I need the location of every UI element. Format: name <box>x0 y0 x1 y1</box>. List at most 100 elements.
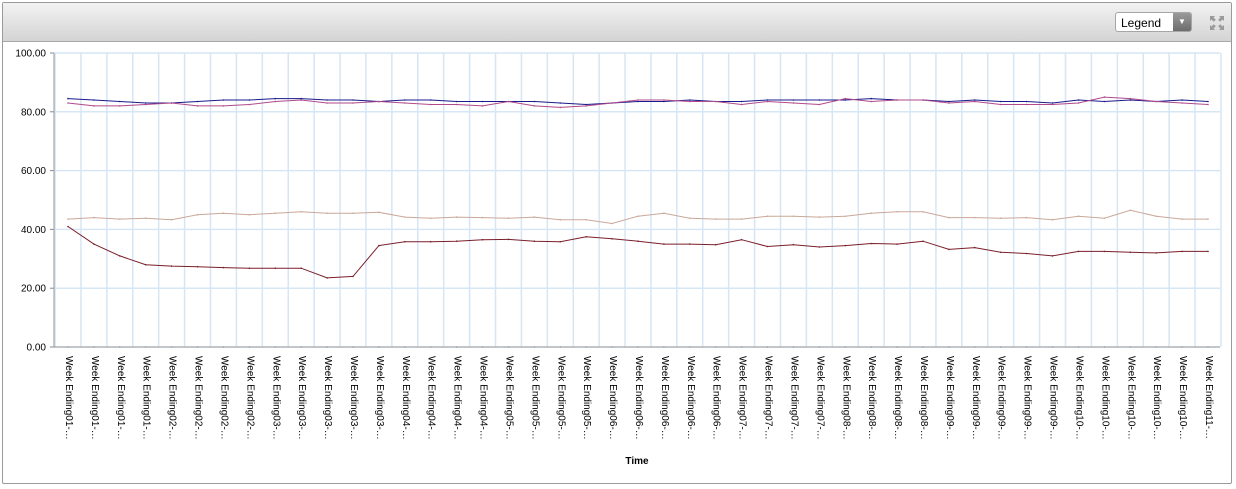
data-point[interactable] <box>1051 255 1054 257</box>
data-point[interactable] <box>714 218 717 220</box>
data-point[interactable] <box>507 100 510 103</box>
data-point[interactable] <box>999 217 1002 219</box>
data-point[interactable] <box>93 216 95 219</box>
data-point[interactable] <box>1103 217 1106 219</box>
data-point[interactable] <box>1129 209 1132 212</box>
data-point[interactable] <box>378 211 380 214</box>
data-point[interactable] <box>663 100 665 103</box>
data-point[interactable] <box>274 97 277 100</box>
data-point[interactable] <box>922 211 924 213</box>
data-point[interactable] <box>533 105 536 107</box>
data-point[interactable] <box>1181 99 1183 101</box>
data-point[interactable] <box>404 99 406 101</box>
expand-arrows-icon[interactable] <box>1209 15 1225 31</box>
data-point[interactable] <box>481 238 484 241</box>
data-point[interactable] <box>170 265 173 267</box>
data-point[interactable] <box>818 216 821 218</box>
data-point[interactable] <box>1181 102 1183 104</box>
data-point[interactable] <box>714 243 717 246</box>
data-point[interactable] <box>999 103 1002 106</box>
data-point[interactable] <box>119 218 121 220</box>
data-point[interactable] <box>766 245 769 248</box>
data-point[interactable] <box>792 243 795 246</box>
data-point[interactable] <box>1155 252 1157 254</box>
legend-dropdown[interactable]: Legend ▼ <box>1115 12 1192 32</box>
data-point[interactable] <box>455 216 458 218</box>
data-point[interactable] <box>1077 99 1080 101</box>
data-point[interactable] <box>481 105 484 107</box>
data-point[interactable] <box>170 218 173 221</box>
data-point[interactable] <box>196 213 199 216</box>
data-point[interactable] <box>248 267 251 270</box>
data-point[interactable] <box>818 246 821 248</box>
data-point[interactable] <box>1077 102 1080 104</box>
data-point[interactable] <box>248 213 251 216</box>
data-point[interactable] <box>352 275 354 278</box>
data-point[interactable] <box>274 267 277 270</box>
data-point[interactable] <box>1103 96 1106 98</box>
data-point[interactable] <box>507 238 510 241</box>
data-point[interactable] <box>404 216 406 218</box>
data-point[interactable] <box>663 212 665 214</box>
data-point[interactable] <box>974 216 976 219</box>
data-point[interactable] <box>196 105 199 107</box>
data-point[interactable] <box>922 240 924 242</box>
data-point[interactable] <box>766 215 769 217</box>
data-point[interactable] <box>974 99 976 101</box>
data-point[interactable] <box>119 105 121 107</box>
data-point[interactable] <box>533 100 536 103</box>
data-point[interactable] <box>533 216 536 218</box>
data-point[interactable] <box>999 251 1002 254</box>
data-point[interactable] <box>559 106 562 109</box>
data-point[interactable] <box>689 243 691 245</box>
data-point[interactable] <box>637 240 639 242</box>
data-point[interactable] <box>67 218 69 220</box>
data-point[interactable] <box>144 263 147 266</box>
data-point[interactable] <box>1155 100 1157 103</box>
data-point[interactable] <box>948 216 950 219</box>
data-point[interactable] <box>170 102 173 104</box>
data-point[interactable] <box>352 212 354 214</box>
data-point[interactable] <box>766 99 769 101</box>
data-point[interactable] <box>1103 100 1106 103</box>
data-point[interactable] <box>999 100 1002 103</box>
data-point[interactable] <box>222 105 225 107</box>
data-point[interactable] <box>222 99 225 101</box>
data-point[interactable] <box>559 218 562 221</box>
data-point[interactable] <box>455 240 458 242</box>
data-point[interactable] <box>1207 250 1209 253</box>
data-point[interactable] <box>300 99 303 101</box>
data-point[interactable] <box>1051 103 1054 106</box>
data-point[interactable] <box>1051 102 1054 104</box>
data-point[interactable] <box>248 99 251 101</box>
data-point[interactable] <box>714 100 717 103</box>
data-point[interactable] <box>792 102 795 104</box>
data-point[interactable] <box>326 99 328 101</box>
data-point[interactable] <box>637 99 639 101</box>
data-point[interactable] <box>740 218 743 220</box>
data-point[interactable] <box>1025 252 1028 255</box>
data-point[interactable] <box>948 102 950 104</box>
data-point[interactable] <box>196 265 199 268</box>
data-point[interactable] <box>481 100 484 103</box>
data-point[interactable] <box>585 103 587 106</box>
data-point[interactable] <box>326 102 328 104</box>
data-point[interactable] <box>844 215 847 217</box>
data-point[interactable] <box>93 105 95 107</box>
data-point[interactable] <box>481 216 484 219</box>
data-point[interactable] <box>585 218 587 221</box>
data-point[interactable] <box>740 103 743 106</box>
data-point[interactable] <box>1207 100 1209 103</box>
data-point[interactable] <box>1025 216 1028 219</box>
data-point[interactable] <box>611 102 613 104</box>
data-point[interactable] <box>663 99 665 101</box>
data-point[interactable] <box>507 217 510 219</box>
data-point[interactable] <box>93 99 95 101</box>
data-point[interactable] <box>429 240 432 243</box>
data-point[interactable] <box>637 215 639 217</box>
data-point[interactable] <box>404 240 406 243</box>
data-point[interactable] <box>896 211 898 213</box>
data-point[interactable] <box>222 212 225 214</box>
data-point[interactable] <box>429 99 432 101</box>
data-point[interactable] <box>948 100 950 103</box>
